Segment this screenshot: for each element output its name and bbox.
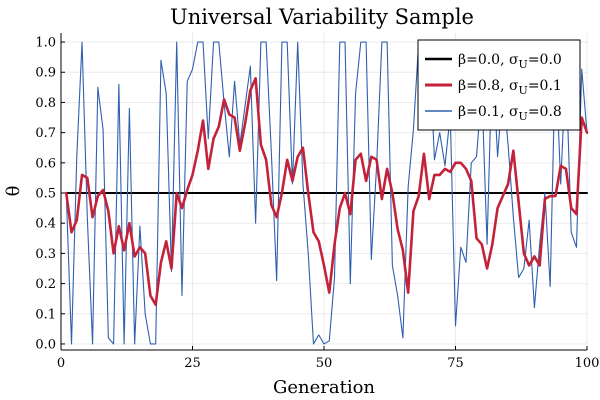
y-tick-label: 0.6	[35, 156, 56, 171]
legend-label: β=0.1, σU=0.8	[458, 104, 562, 123]
y-tick-label: 0.2	[35, 277, 56, 292]
y-tick-label: 0.9	[35, 66, 56, 81]
y-tick-label: 0.4	[35, 217, 56, 232]
y-tick-label: 1.0	[35, 36, 56, 51]
y-tick-label: 0.0	[35, 337, 56, 352]
chart-title: Universal Variability Sample	[170, 5, 474, 29]
x-tick-label: 0	[57, 356, 65, 371]
series-line-2	[64, 76, 589, 307]
y-axis-ticks: 0.0 0.1 0.2 0.3 0.4 0.5 0.6 0.7 0.8 0.9 1.0	[35, 36, 65, 352]
x-tick-label: 25	[184, 356, 201, 371]
legend: β=0.0, σU=0.0 β=0.8, σU=0.1 β=0.1, σU=0.8	[417, 39, 581, 131]
y-tick-label: 0.8	[35, 96, 56, 111]
x-tick-label: 50	[316, 356, 333, 371]
x-axis-ticks: 0 25 50 75 100	[57, 346, 600, 371]
x-tick-label: 75	[447, 356, 464, 371]
y-axis-label: θ	[3, 186, 24, 197]
x-tick-label: 100	[575, 356, 600, 371]
legend-label: β=0.0, σU=0.0	[458, 52, 562, 71]
y-tick-label: 0.5	[35, 187, 56, 202]
x-axis-label: Generation	[273, 377, 375, 398]
y-tick-label: 0.1	[35, 307, 56, 322]
legend-label: β=0.8, σU=0.1	[458, 78, 562, 97]
y-tick-label: 0.7	[35, 126, 56, 141]
y-tick-label: 0.3	[35, 247, 56, 262]
